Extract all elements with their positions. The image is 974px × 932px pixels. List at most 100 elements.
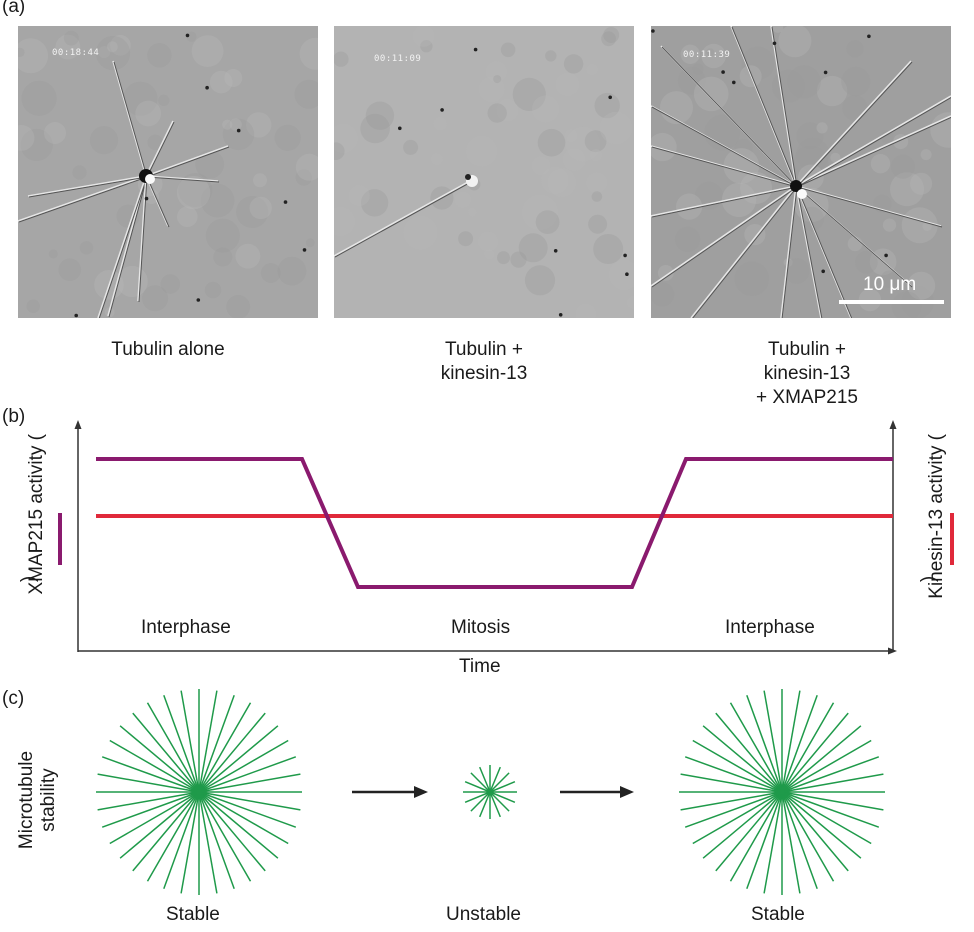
stable-aster: [96, 689, 302, 895]
microtubule-ray: [109, 791, 200, 845]
microtubule-ray: [101, 756, 200, 793]
microtubule-ray: [746, 694, 783, 793]
microtubule-ray: [479, 791, 491, 818]
microtubule-ray: [163, 791, 200, 890]
microtubule-ray: [781, 725, 862, 793]
microtubule-ray: [198, 739, 289, 793]
microtubule-ray: [198, 725, 279, 793]
left-axis-arrow: [74, 420, 82, 429]
microtubule-ray: [132, 712, 200, 793]
microtubule-ray: [198, 791, 301, 811]
microtubule-ray: [781, 791, 801, 894]
microtubule-ray: [489, 791, 501, 818]
state-label: Stable: [751, 904, 805, 925]
microtubule-ray: [781, 791, 872, 845]
microtubule-ray: [109, 739, 200, 793]
state-label: Unstable: [446, 904, 521, 925]
microtubule-ray: [781, 702, 835, 793]
microtubule-ray: [684, 791, 783, 828]
microtubule-ray: [198, 791, 289, 845]
microtubule-ray: [781, 791, 849, 872]
scale-bar-label: 10 μm: [863, 274, 917, 295]
microtubule-ray: [781, 712, 849, 793]
microtubule-ray: [489, 772, 510, 793]
caption-tubulin-kinesin13: Tubulin + kinesin-13: [440, 339, 528, 384]
micrograph-tubulin-kinesin13-xmap215: 00:11:39 10 μm: [651, 26, 951, 318]
stable-aster: [679, 689, 885, 895]
unstable-aster: [463, 765, 517, 819]
microtubule-ray: [781, 791, 880, 828]
microtubule-ray: [489, 791, 510, 812]
microtubule-ray: [702, 791, 783, 859]
microtubule-ray: [97, 773, 200, 793]
microtubule-ray: [180, 791, 200, 894]
microtubule-ray: [692, 739, 783, 793]
microtubule-ray: [198, 694, 235, 793]
x-axis-label: Time: [459, 656, 501, 677]
microtubule-ray: [132, 791, 200, 872]
microtubule-ray: [119, 791, 200, 859]
microtubule-ray: [479, 766, 491, 793]
microtubule-ray: [101, 791, 200, 828]
microtubule-ray: [198, 791, 235, 890]
microtubule-ray: [781, 791, 835, 882]
micrograph-tubulin-alone: 00:18:44: [18, 26, 318, 318]
microtubule-ray: [702, 725, 783, 793]
microtubule-ray: [781, 791, 818, 890]
caption-tubulin-alone: Tubulin alone: [111, 339, 225, 360]
xmap215-line: [96, 457, 893, 589]
microtubule-ray: [198, 712, 266, 793]
microtubule-ray: [198, 791, 297, 828]
microtubule-ray: [763, 690, 783, 793]
microtubule-ray: [198, 791, 279, 859]
scale-bar: [839, 300, 944, 304]
microtubule-ray: [489, 766, 501, 793]
microtubule-ray: [198, 756, 297, 793]
microtubule-ray: [781, 791, 862, 859]
microtubule-ray: [781, 690, 801, 793]
microtubule-ray: [146, 702, 200, 793]
microtubule-ray: [684, 756, 783, 793]
phase-label: Interphase: [141, 617, 231, 638]
microtubule-ray: [715, 791, 783, 872]
centrosome-dot: [487, 789, 493, 795]
microtubule-ray: [781, 694, 818, 793]
microtubule-ray: [680, 791, 783, 811]
microtubule-ray: [146, 791, 200, 882]
microtubule-ray: [746, 791, 783, 890]
microtubule-ray: [198, 791, 266, 872]
right-axis-arrow: [889, 420, 897, 429]
microtubule-ray: [198, 773, 301, 793]
panel-c-label: (c): [2, 688, 25, 709]
microtubule-ray: [763, 791, 783, 894]
microtubule-ray: [180, 690, 200, 793]
microtubule-ray: [198, 690, 218, 793]
timestamp: 00:11:39: [683, 50, 731, 60]
microtubule-ray: [97, 791, 200, 811]
centrosome-dot: [779, 789, 785, 795]
microtubule-ray: [464, 791, 491, 803]
microtubule-ray: [470, 791, 491, 812]
microtubule-ray: [489, 791, 516, 803]
microtubule-ray: [781, 791, 884, 811]
microtubule-ray: [715, 712, 783, 793]
phase-label: Mitosis: [451, 617, 511, 638]
microtubule-ray: [163, 694, 200, 793]
arrow-head: [414, 786, 428, 798]
microtubule-ray: [781, 756, 880, 793]
microtubule-ray: [198, 791, 218, 894]
microtubule-ray: [198, 791, 252, 882]
panel-b-label: (b): [2, 406, 26, 427]
microtubule-ray: [489, 781, 516, 793]
microtubule-ray: [680, 773, 783, 793]
microtubule-ray: [464, 781, 491, 793]
timestamp: 00:11:09: [374, 54, 422, 64]
microtubule-ray: [470, 772, 491, 793]
panel-a-label: (a): [2, 0, 26, 17]
arrow-head: [620, 786, 634, 798]
microtubule-ray: [781, 773, 884, 793]
microtubule-ray: [198, 702, 252, 793]
microtubule-ray: [729, 702, 783, 793]
